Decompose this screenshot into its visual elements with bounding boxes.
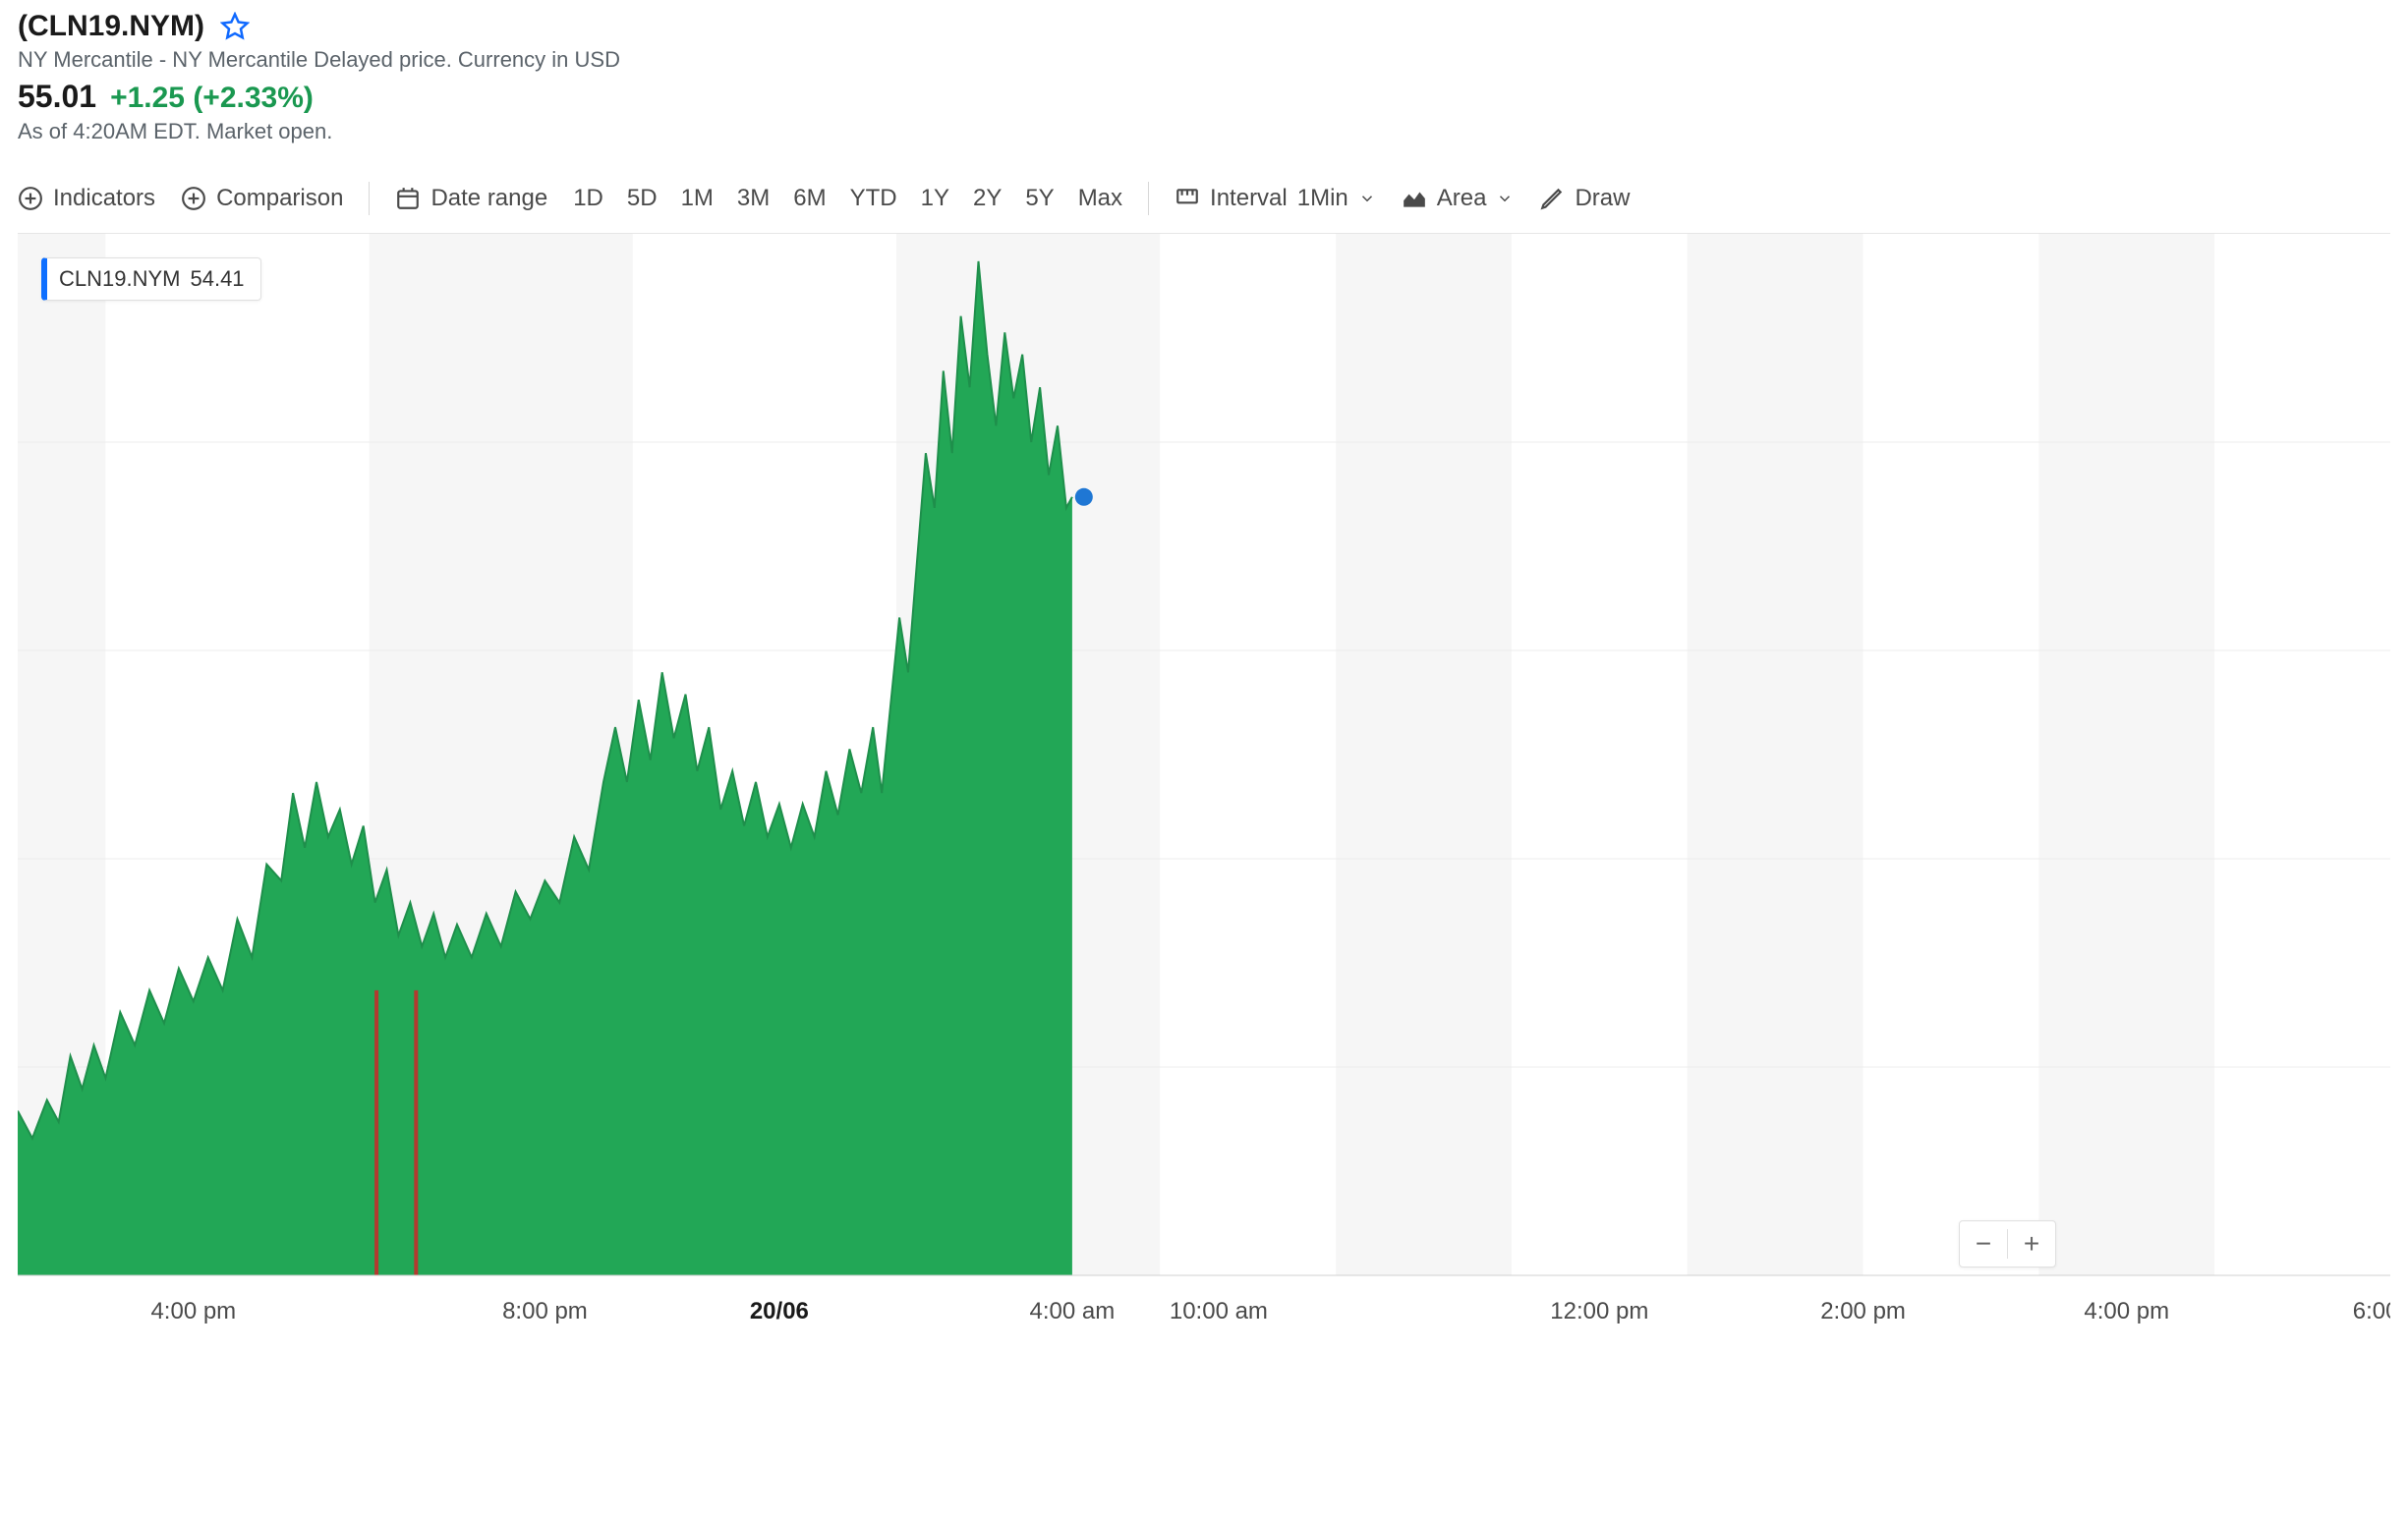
toolbar-divider [1148,182,1149,215]
badge-symbol: CLN19.NYM [59,266,180,292]
indicators-label: Indicators [53,185,155,212]
svg-text:6:00: 6:00 [2353,1298,2390,1324]
chart-container: CLN19.NYM 54.41 4:00 pm8:00 pm20/064:00 … [18,233,2390,1344]
svg-text:2:00 pm: 2:00 pm [1820,1298,1906,1324]
price-change: +1.25 (+2.33%) [110,82,314,115]
chart-toolbar: Indicators Comparison Date range 1D 5D 1M 3… [18,174,2390,233]
interval-button[interactable]: Interval 1Min [1175,185,1376,212]
svg-text:12:00 pm: 12:00 pm [1550,1298,1648,1324]
comparison-button[interactable]: Comparison [181,185,343,212]
plus-circle-icon [181,186,206,211]
interval-label: Interval [1210,185,1288,212]
range-3m[interactable]: 3M [737,185,770,212]
price-timestamp: As of 4:20AM EDT. Market open. [18,119,2390,144]
zoom-controls: − + [1959,1220,2056,1268]
pencil-icon [1539,186,1565,211]
date-range-button[interactable]: Date range [395,185,547,212]
range-1y[interactable]: 1Y [921,185,949,212]
price-area-chart[interactable]: 4:00 pm 8:00 pm 20/06 4:00 am 10:00 am 12:00 … [18,234,2390,1344]
range-5d[interactable]: 5D [627,185,658,212]
chart-type-button[interactable]: Area [1402,185,1515,212]
chart-type-label: Area [1437,185,1487,212]
badge-value: 54.41 [190,266,244,292]
plus-circle-icon [18,186,43,211]
svg-text:10:00 am: 10:00 am [1170,1298,1268,1324]
date-range-label: Date range [430,185,547,212]
chart-series-badge[interactable]: CLN19.NYM 54.41 [41,257,261,301]
interval-icon [1175,186,1200,211]
chevron-down-icon [1358,190,1376,207]
last-price: 55.01 [18,79,96,115]
star-outline-icon[interactable] [220,12,250,41]
zoom-in-button[interactable]: + [2008,1221,2055,1267]
exchange-info: NY Mercantile - NY Mercantile Delayed pr… [18,47,2390,73]
range-1d[interactable]: 1D [573,185,603,212]
symbol-ticker: (CLN19.NYM) [18,10,204,43]
svg-text:20/06: 20/06 [750,1298,809,1324]
svg-text:4:00 pm: 4:00 pm [150,1298,236,1324]
zoom-out-button[interactable]: − [1960,1221,2007,1267]
svg-text:4:00 pm: 4:00 pm [2084,1298,2169,1324]
indicators-button[interactable]: Indicators [18,185,155,212]
comparison-label: Comparison [216,185,343,212]
svg-text:4:00 am: 4:00 am [1030,1298,1116,1324]
range-2y[interactable]: 2Y [973,185,1002,212]
range-6m[interactable]: 6M [793,185,826,212]
chevron-down-icon [1496,190,1514,207]
interval-value: 1Min [1297,185,1348,212]
range-1m[interactable]: 1M [681,185,714,212]
svg-text:8:00 pm: 8:00 pm [502,1298,588,1324]
range-max[interactable]: Max [1078,185,1122,212]
range-buttons: 1D 5D 1M 3M 6M YTD 1Y 2Y 5Y Max [573,185,1122,212]
toolbar-divider [369,182,370,215]
range-ytd[interactable]: YTD [850,185,897,212]
calendar-icon [395,186,421,211]
area-chart-icon [1402,186,1427,211]
draw-label: Draw [1575,185,1630,212]
draw-button[interactable]: Draw [1539,185,1630,212]
range-5y[interactable]: 5Y [1025,185,1054,212]
